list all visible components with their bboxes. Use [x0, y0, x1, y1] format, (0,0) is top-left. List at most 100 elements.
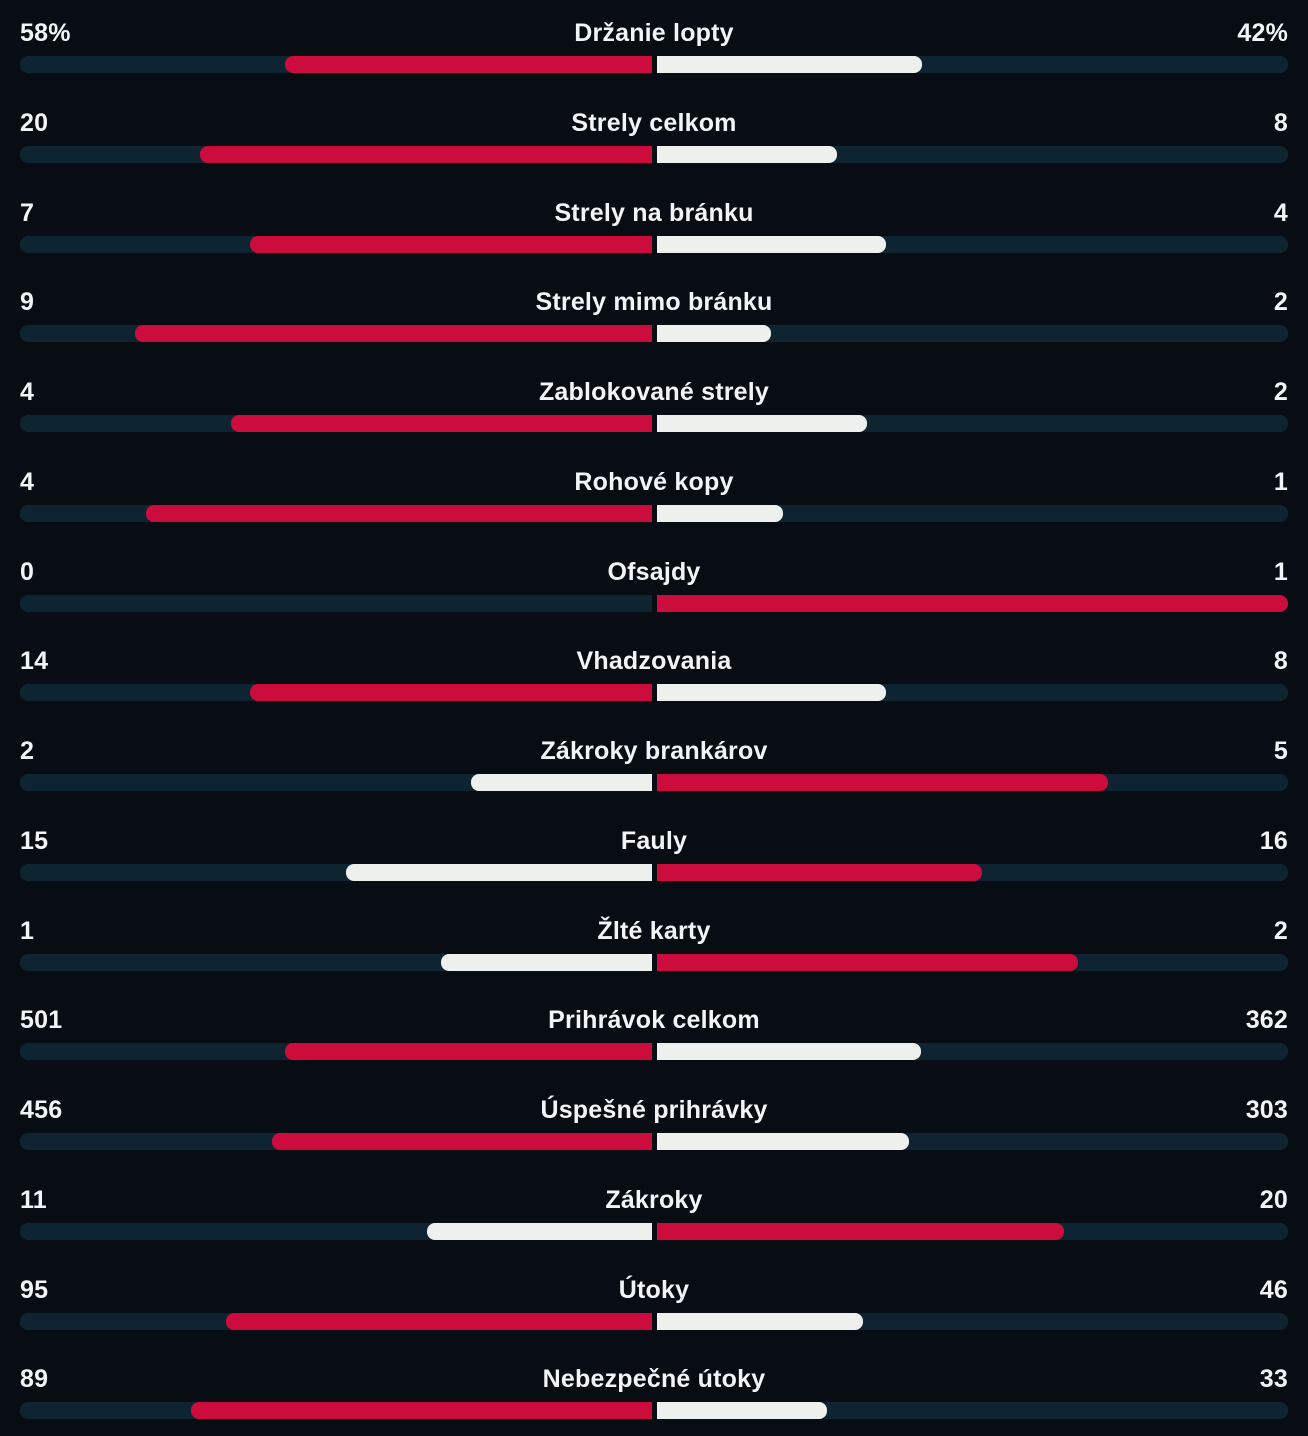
away-bar-track — [656, 1133, 1288, 1150]
away-bar-fill — [656, 684, 887, 702]
home-value: 501 — [20, 1006, 63, 1035]
stat-row: 15 Fauly 16 — [20, 808, 1288, 898]
away-bar-fill — [656, 504, 783, 522]
away-bar-fill — [656, 325, 772, 343]
home-bar-track — [20, 325, 652, 343]
away-bar-fill — [656, 863, 983, 881]
stat-row: 4 Zablokované strely 2 — [20, 359, 1288, 449]
stat-header: 9 Strely mimo bránku 2 — [20, 288, 1288, 317]
away-bar-fill — [656, 594, 1288, 612]
away-bar-track — [656, 325, 1288, 343]
away-bar-fill — [656, 56, 922, 73]
away-bar-track — [656, 1402, 1288, 1420]
home-value: 1 — [20, 916, 35, 945]
away-value: 16 — [1259, 826, 1288, 855]
stat-bar — [20, 325, 1288, 343]
home-bar-fill — [190, 1402, 652, 1420]
stat-label: Strely mimo bránku — [535, 288, 773, 317]
stat-row: 58% Držanie lopty 42% — [20, 0, 1288, 90]
home-bar-fill — [134, 325, 652, 343]
home-bar-track — [20, 953, 652, 971]
stat-bar — [20, 235, 1288, 253]
stat-label: Zákroky — [605, 1185, 703, 1214]
stat-bar — [20, 684, 1288, 702]
home-bar-track — [20, 1402, 652, 1420]
stat-bar — [20, 1402, 1288, 1420]
away-bar-track — [656, 1043, 1288, 1061]
stat-label: Útoky — [618, 1275, 690, 1304]
away-value: 42% — [1237, 19, 1288, 47]
home-bar-fill — [427, 1222, 652, 1240]
away-value: 2 — [1273, 916, 1288, 945]
stat-row: 7 Strely na bránku 4 — [20, 180, 1288, 270]
stat-label: Strely na bránku — [554, 198, 754, 227]
stat-bar — [20, 1312, 1288, 1330]
home-bar-fill — [200, 145, 652, 163]
home-bar-fill — [345, 863, 652, 881]
stat-bar — [20, 1133, 1288, 1150]
stat-bar — [20, 1043, 1288, 1061]
home-value: 14 — [20, 647, 49, 676]
stat-header: 58% Držanie lopty 42% — [20, 19, 1288, 47]
stat-label: Úspešné prihrávky — [540, 1096, 768, 1124]
away-value: 1 — [1273, 557, 1288, 586]
stat-header: 1 Žlté karty 2 — [20, 916, 1288, 945]
home-bar-track — [20, 1133, 652, 1150]
home-bar-fill — [249, 684, 652, 702]
home-bar-track — [20, 145, 652, 163]
away-bar-fill — [656, 774, 1108, 791]
stat-header: 14 Vhadzovania 8 — [20, 647, 1288, 676]
stat-bar — [20, 56, 1288, 73]
away-bar-fill — [656, 1402, 828, 1420]
stat-label: Prihrávok celkom — [548, 1006, 760, 1035]
home-value: 4 — [20, 467, 35, 496]
away-bar-track — [656, 145, 1288, 163]
stat-row: 501 Prihrávok celkom 362 — [20, 987, 1288, 1077]
stat-header: 20 Strely celkom 8 — [20, 108, 1288, 137]
away-value: 8 — [1273, 647, 1288, 676]
away-bar-fill — [656, 1312, 863, 1330]
away-value: 46 — [1259, 1275, 1288, 1304]
home-bar-track — [20, 684, 652, 702]
stat-row: 11 Zákroky 20 — [20, 1167, 1288, 1257]
home-bar-track — [20, 415, 652, 432]
home-bar-fill — [272, 1133, 652, 1150]
stat-row: 2 Zákroky brankárov 5 — [20, 718, 1288, 808]
away-bar-fill — [656, 1222, 1064, 1240]
home-bar-track — [20, 1043, 652, 1061]
away-value: 20 — [1259, 1185, 1288, 1214]
stat-bar — [20, 953, 1288, 971]
stat-bar — [20, 1222, 1288, 1240]
home-bar-fill — [249, 235, 652, 253]
stat-label: Vhadzovania — [576, 647, 732, 676]
stat-header: 95 Útoky 46 — [20, 1275, 1288, 1304]
stat-header: 456 Úspešné prihrávky 303 — [20, 1096, 1288, 1124]
home-value: 95 — [20, 1275, 49, 1304]
away-value: 8 — [1273, 108, 1288, 137]
stat-row: 20 Strely celkom 8 — [20, 90, 1288, 180]
away-bar-fill — [656, 953, 1078, 971]
away-bar-fill — [656, 1043, 922, 1061]
away-value: 2 — [1273, 288, 1288, 317]
stat-header: 4 Rohové kopy 1 — [20, 467, 1288, 496]
stat-row: 4 Rohové kopy 1 — [20, 449, 1288, 539]
away-bar-track — [656, 953, 1288, 971]
home-value: 456 — [20, 1096, 63, 1124]
home-bar-track — [20, 504, 652, 522]
stat-header: 4 Zablokované strely 2 — [20, 378, 1288, 406]
away-bar-fill — [656, 145, 837, 163]
stat-row: 9 Strely mimo bránku 2 — [20, 269, 1288, 359]
home-bar-track — [20, 774, 652, 791]
home-bar-fill — [230, 415, 652, 432]
home-bar-track — [20, 1312, 652, 1330]
home-bar-fill — [471, 774, 652, 791]
away-bar-track — [656, 684, 1288, 702]
stat-label: Zablokované strely — [538, 378, 770, 406]
away-bar-track — [656, 774, 1288, 791]
away-bar-fill — [656, 1133, 909, 1150]
home-bar-track — [20, 863, 652, 881]
stat-row: 456 Úspešné prihrávky 303 — [20, 1077, 1288, 1167]
stat-label: Ofsajdy — [607, 557, 701, 586]
away-value: 362 — [1245, 1006, 1288, 1035]
stat-label: Strely celkom — [571, 108, 737, 137]
